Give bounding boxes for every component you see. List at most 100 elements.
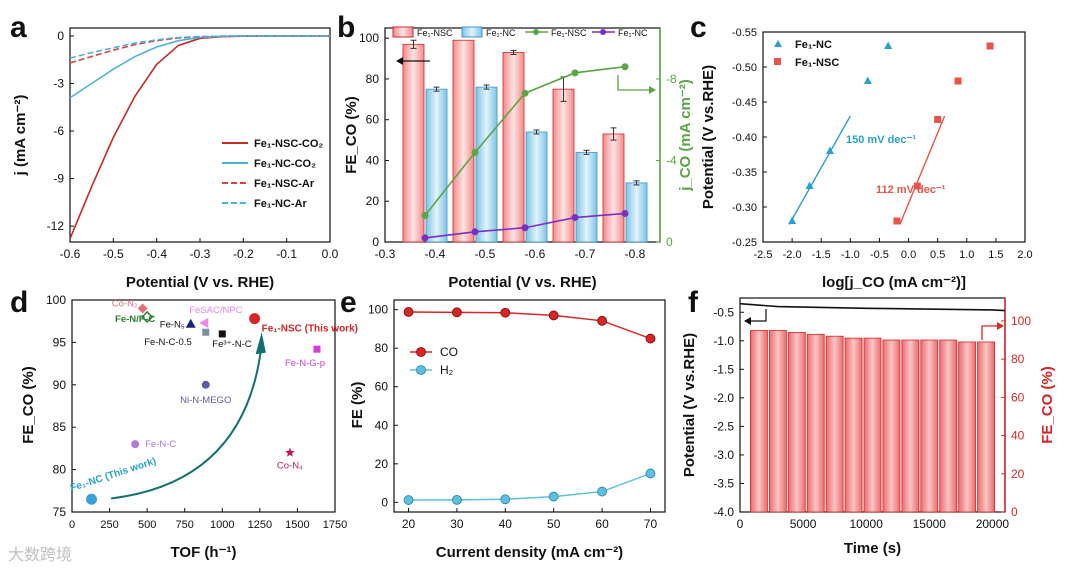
point-label: Fe-N₅ bbox=[160, 320, 185, 331]
data-point bbox=[571, 214, 579, 222]
x-tick-label: 60 bbox=[595, 517, 609, 531]
panel-letter-b: b bbox=[337, 11, 355, 44]
y2-tick-label: 60 bbox=[1011, 390, 1025, 404]
bar bbox=[844, 337, 863, 513]
series-line bbox=[69, 35, 330, 99]
y2-tick-label: 20 bbox=[1011, 467, 1025, 481]
y-tick-label: -0.25 bbox=[732, 237, 757, 249]
x-tick-label: 5000 bbox=[790, 517, 817, 531]
bar bbox=[958, 341, 977, 513]
x-tick-label: 0.0 bbox=[322, 247, 339, 261]
x-tick-label: -0.7 bbox=[575, 247, 596, 261]
panel-letter-a: a bbox=[10, 11, 27, 44]
data-point bbox=[471, 228, 479, 236]
x-tick-label: 20000 bbox=[976, 517, 1010, 531]
bar bbox=[575, 151, 598, 243]
y-tick-label: 100 bbox=[359, 31, 379, 45]
bar bbox=[977, 341, 995, 513]
x-tick-label: 1500 bbox=[285, 519, 309, 531]
x-tick-label: 30 bbox=[450, 517, 464, 531]
x-tick-label: 250 bbox=[100, 519, 118, 531]
data-point bbox=[884, 41, 893, 49]
y-tick-label: -2.5 bbox=[713, 419, 734, 433]
legend-marker bbox=[533, 29, 539, 35]
x-tick-label: -0.3 bbox=[375, 247, 396, 261]
point-label: Fe₁-NSC (This work) bbox=[262, 324, 358, 335]
y2-tick-label: 100 bbox=[1011, 314, 1031, 328]
data-point bbox=[86, 493, 98, 505]
legend-label: Fe₁-NSC bbox=[417, 28, 453, 38]
x-tick-label: 20 bbox=[402, 517, 416, 531]
y-tick-label: -2.0 bbox=[713, 391, 734, 405]
panel-letter-e: e bbox=[340, 286, 357, 319]
bar bbox=[402, 43, 425, 243]
trend-arrow-head bbox=[255, 332, 266, 355]
data-point bbox=[521, 224, 529, 232]
legend-swatch bbox=[392, 26, 414, 38]
y-tick-label: 60 bbox=[375, 380, 389, 394]
x-tick-label: 50 bbox=[547, 517, 561, 531]
legend-label: Fe₁-NC bbox=[795, 39, 832, 51]
legend-swatch bbox=[461, 26, 483, 38]
data-point bbox=[621, 63, 629, 71]
y-axis-label: FE_CO (%) bbox=[343, 96, 360, 174]
bar bbox=[825, 335, 844, 513]
y-tick-label: 100 bbox=[46, 293, 66, 307]
bar bbox=[806, 333, 825, 513]
legend-label: Fe₁-NC bbox=[486, 28, 516, 38]
y-tick-label: 80 bbox=[375, 341, 389, 355]
bar bbox=[787, 331, 806, 513]
bar bbox=[625, 182, 648, 243]
data-point bbox=[452, 494, 462, 505]
y-tick-label: -0.35 bbox=[732, 167, 757, 179]
x-tick-label: -0.6 bbox=[60, 247, 81, 261]
data-point bbox=[597, 486, 607, 497]
data-point bbox=[285, 447, 295, 457]
data-point bbox=[548, 491, 559, 502]
data-point bbox=[249, 313, 261, 325]
point-label: Fe³⁺-N-C bbox=[212, 339, 251, 350]
arrow-left bbox=[750, 309, 767, 322]
data-point bbox=[571, 69, 579, 77]
y-tick-label: 85 bbox=[53, 420, 67, 434]
bar bbox=[475, 86, 498, 243]
legend-marker bbox=[600, 29, 606, 35]
y-axis-label: Potential (V vs.RHE) bbox=[700, 65, 717, 209]
y2-tick-label: -8 bbox=[666, 72, 677, 86]
data-point bbox=[788, 216, 797, 224]
data-point bbox=[805, 181, 814, 189]
y-axis-label: FE (%) bbox=[349, 382, 366, 429]
x-tick-label: 10000 bbox=[850, 517, 884, 531]
y-tick-label: -0.5 bbox=[713, 305, 734, 319]
x-tick-label: -0.1 bbox=[276, 247, 297, 261]
bar bbox=[920, 339, 939, 513]
legend-label: H₂ bbox=[440, 363, 454, 377]
bar bbox=[863, 337, 882, 513]
panel-e-frame bbox=[393, 299, 666, 513]
y-axis-label: j (mA cm⁻²) bbox=[12, 95, 29, 177]
data-point bbox=[403, 307, 414, 317]
legend-label: Fe₁-NSC-CO₂ bbox=[254, 138, 323, 150]
y-tick-label: 95 bbox=[53, 335, 67, 349]
y-tick-label: 20 bbox=[366, 194, 380, 208]
fit-line bbox=[788, 115, 851, 225]
data-point bbox=[403, 495, 414, 505]
data-point bbox=[199, 317, 209, 328]
data-point bbox=[863, 76, 872, 84]
y-tick-label: 0 bbox=[381, 495, 388, 509]
x-tick-label: -1.5 bbox=[812, 249, 831, 261]
x-tick-label: -0.8 bbox=[625, 247, 646, 261]
arrow-right bbox=[617, 75, 650, 91]
y-tick-label: -0.50 bbox=[732, 62, 757, 74]
point-label: Co-N₄ bbox=[277, 461, 303, 472]
y-tick-label: 75 bbox=[53, 505, 67, 519]
bar bbox=[768, 330, 787, 513]
data-point bbox=[452, 307, 462, 318]
data-point bbox=[986, 42, 994, 50]
y-tick-label: -3.5 bbox=[713, 476, 734, 490]
y2-tick-label: 0 bbox=[666, 235, 673, 249]
data-point bbox=[131, 440, 140, 449]
fit-label: 150 mV dec⁻¹ bbox=[846, 134, 916, 146]
data-point bbox=[141, 310, 154, 324]
